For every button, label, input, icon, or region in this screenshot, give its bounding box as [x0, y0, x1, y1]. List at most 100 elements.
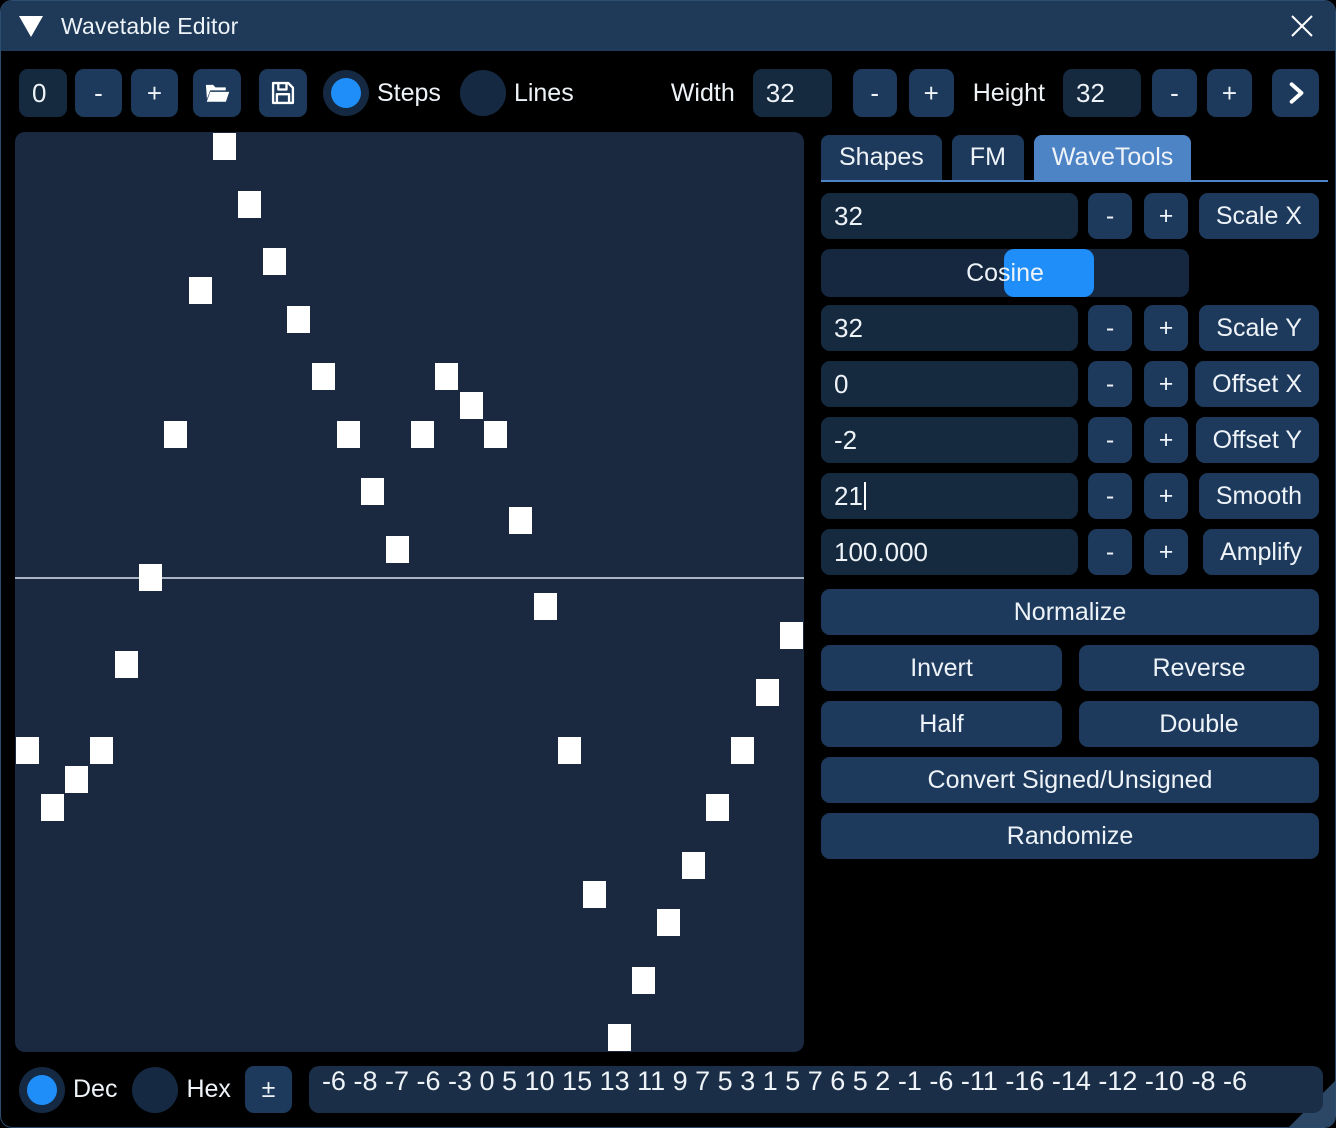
reverse-button[interactable]: Reverse	[1079, 645, 1319, 691]
height-field[interactable]: 32	[1063, 69, 1141, 117]
scale-x-button[interactable]: Scale X	[1198, 193, 1319, 239]
expand-more-button[interactable]	[1272, 69, 1319, 117]
wave-step[interactable]	[238, 191, 261, 218]
scale-x-field[interactable]: 32	[821, 193, 1078, 239]
wave-step[interactable]	[115, 651, 138, 678]
tab-fm[interactable]: FM	[951, 135, 1024, 180]
scale-y-plus-button[interactable]: +	[1144, 305, 1188, 351]
wave-step[interactable]	[534, 593, 557, 620]
wave-step[interactable]	[509, 507, 532, 534]
wave-step[interactable]	[780, 622, 803, 649]
height-plus-button[interactable]: +	[1207, 69, 1252, 117]
wave-step[interactable]	[213, 133, 236, 160]
normalize-button[interactable]: Normalize	[821, 589, 1319, 635]
width-field[interactable]: 32	[752, 69, 832, 117]
wave-step[interactable]	[460, 392, 483, 419]
wave-step[interactable]	[386, 536, 409, 563]
wave-step[interactable]	[558, 737, 581, 764]
width-minus-button[interactable]: -	[852, 69, 897, 117]
amplify-field[interactable]: 100.000	[821, 529, 1078, 575]
smooth-field[interactable]: 21	[821, 473, 1078, 519]
offset-x-field[interactable]: 0	[821, 361, 1078, 407]
scale-x-minus-button[interactable]: -	[1088, 193, 1132, 239]
wave-step[interactable]	[484, 421, 507, 448]
offset-y-row: -2 - + Offset Y	[821, 417, 1319, 463]
scale-y-field[interactable]: 32	[821, 305, 1078, 351]
lines-radio[interactable]	[459, 70, 506, 116]
wave-step[interactable]	[361, 478, 384, 505]
wave-step[interactable]	[263, 248, 286, 275]
minus-label: -	[1105, 537, 1115, 566]
lines-radio-label[interactable]: Lines	[513, 78, 574, 107]
tab-shapes[interactable]: Shapes	[821, 135, 942, 180]
scale-y-minus-button[interactable]: -	[1088, 305, 1132, 351]
close-button[interactable]	[1285, 9, 1319, 43]
offset-x-minus-button[interactable]: -	[1088, 361, 1132, 407]
wave-step[interactable]	[16, 737, 39, 764]
amplify-button[interactable]: Amplify	[1203, 529, 1319, 575]
dec-radio[interactable]	[19, 1066, 65, 1113]
floppy-save-icon	[269, 79, 297, 107]
amplify-minus-button[interactable]: -	[1088, 529, 1132, 575]
wave-step[interactable]	[41, 794, 64, 821]
scale-y-button[interactable]: Scale Y	[1199, 305, 1319, 351]
open-wavetable-button[interactable]	[193, 69, 241, 117]
half-button[interactable]: Half	[821, 701, 1062, 747]
tab-wavetools[interactable]: WaveTools	[1033, 135, 1192, 180]
steps-radio[interactable]	[323, 70, 369, 116]
invert-reverse-row: Invert Reverse	[821, 645, 1319, 691]
hex-radio[interactable]	[132, 1066, 179, 1113]
offset-y-field[interactable]: -2	[821, 417, 1078, 463]
convert-signed-unsigned-button[interactable]: Convert Signed/Unsigned	[821, 757, 1319, 803]
randomize-button[interactable]: Randomize	[821, 813, 1319, 859]
offset-y-button[interactable]: Offset Y	[1195, 417, 1319, 463]
wave-step[interactable]	[657, 909, 680, 936]
signed-toggle-button[interactable]: ±	[244, 1066, 292, 1113]
smooth-minus-button[interactable]: -	[1088, 473, 1132, 519]
wave-step[interactable]	[608, 1024, 631, 1051]
wave-step[interactable]	[65, 766, 88, 793]
wave-number-value: 0	[32, 77, 47, 108]
hex-radio-label[interactable]: Hex	[186, 1075, 231, 1103]
width-plus-button[interactable]: +	[908, 69, 954, 117]
wave-step[interactable]	[632, 967, 655, 994]
wave-step[interactable]	[435, 363, 458, 390]
wave-step[interactable]	[583, 881, 606, 908]
scale-x-plus-button[interactable]: +	[1144, 193, 1188, 239]
wave-number-plus-button[interactable]: +	[131, 69, 178, 117]
wave-step[interactable]	[312, 363, 335, 390]
smooth-plus-button[interactable]: +	[1144, 473, 1188, 519]
offset-x-plus-button[interactable]: +	[1144, 361, 1188, 407]
wave-number-minus-button[interactable]: -	[75, 69, 122, 117]
wave-step[interactable]	[90, 737, 113, 764]
smooth-button[interactable]: Smooth	[1198, 473, 1319, 519]
scale-y-value: 32	[834, 312, 863, 343]
wave-step[interactable]	[189, 277, 212, 304]
wave-values-field[interactable]: -6 -8 -7 -6 -3 0 5 10 15 13 11 9 7 5 3 1…	[308, 1066, 1323, 1113]
wave-number-field[interactable]: 0	[19, 69, 67, 117]
slider-grab[interactable]	[1004, 249, 1094, 297]
wave-step[interactable]	[287, 306, 310, 333]
invert-button[interactable]: Invert	[821, 645, 1062, 691]
wave-step[interactable]	[411, 421, 434, 448]
double-button[interactable]: Double	[1079, 701, 1319, 747]
wave-display[interactable]	[15, 132, 804, 1052]
plus-label: +	[1158, 369, 1174, 398]
wave-step[interactable]	[706, 794, 729, 821]
wave-step[interactable]	[139, 564, 162, 591]
offset-x-button[interactable]: Offset X	[1195, 361, 1319, 407]
amplify-plus-button[interactable]: +	[1144, 529, 1188, 575]
steps-radio-label[interactable]: Steps	[377, 78, 441, 107]
dec-radio-label[interactable]: Dec	[73, 1075, 118, 1103]
wave-step[interactable]	[337, 421, 360, 448]
wave-step[interactable]	[756, 679, 779, 706]
wave-step[interactable]	[682, 852, 705, 879]
wave-step[interactable]	[164, 421, 187, 448]
interpolation-slider[interactable]: Cosine	[821, 249, 1189, 297]
offset-y-plus-button[interactable]: +	[1144, 417, 1188, 463]
height-minus-button[interactable]: -	[1152, 69, 1197, 117]
wave-step[interactable]	[731, 737, 754, 764]
save-wavetable-button[interactable]	[259, 69, 307, 117]
collapse-triangle-icon[interactable]	[19, 15, 43, 37]
offset-y-minus-button[interactable]: -	[1088, 417, 1132, 463]
